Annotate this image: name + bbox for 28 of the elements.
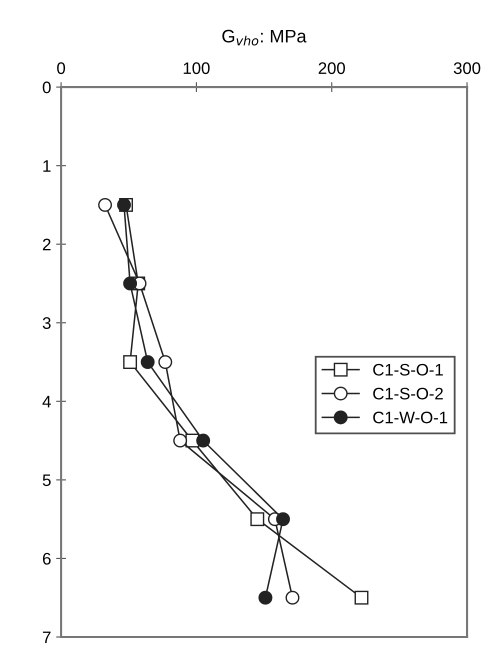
point [354, 590, 368, 605]
point [276, 512, 290, 526]
point [258, 590, 272, 605]
y-tick-label: 2 [42, 238, 51, 250]
legend-label: C1-S-O-1 [373, 364, 443, 376]
legend-label: C1-W-O-1 [373, 412, 448, 424]
point [123, 355, 138, 369]
point [158, 355, 172, 369]
x-tick-label: 200 [318, 62, 345, 74]
x-tick-label: 100 [184, 62, 210, 74]
y-tick-label: 4 [42, 396, 51, 408]
y-tick-label: 6 [42, 552, 51, 565]
point [123, 276, 138, 290]
point [140, 355, 155, 369]
point [173, 434, 188, 448]
y-tick-label: 7 [42, 632, 51, 644]
point [250, 512, 264, 526]
y-tick-label: 3 [42, 317, 51, 329]
point [98, 198, 112, 212]
x-axis-title: G$_{vho}$: MPa [222, 30, 307, 46]
legend-label: C1-S-O-2 [373, 388, 443, 400]
point [286, 590, 300, 605]
point [196, 434, 210, 448]
y-tick-label: 0 [42, 82, 51, 94]
x-tick-label: 0 [57, 62, 66, 74]
x-tick-label: 300 [454, 62, 480, 74]
y-tick-label: 5 [42, 474, 51, 486]
y-tick-label: 1 [43, 160, 51, 172]
